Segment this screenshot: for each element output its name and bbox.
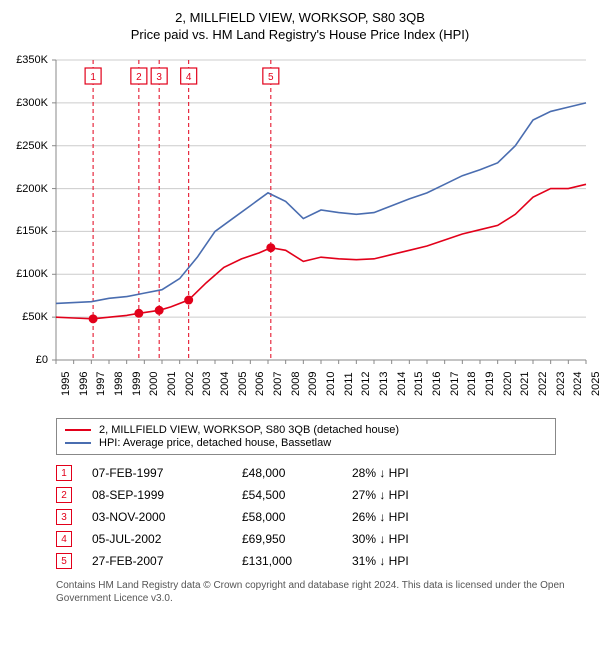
chart-svg: 1 2 3 4 5 <box>8 52 592 412</box>
xtick-label: 2021 <box>519 372 531 396</box>
transaction-table: 1 07-FEB-1997£48,00028% ↓ HPI 2 08-SEP-1999… <box>56 465 556 569</box>
ytick-label: £250K <box>8 140 48 152</box>
footnote: Contains HM Land Registry data © Crown c… <box>56 579 576 605</box>
xtick-label: 1996 <box>78 372 90 396</box>
transaction-delta: 30% ↓ HPI <box>352 532 472 546</box>
legend-label: 2, MILLFIELD VIEW, WORKSOP, S80 3QB (det… <box>99 424 399 436</box>
xtick-label: 2012 <box>360 372 372 396</box>
transaction-price: £48,000 <box>242 466 352 480</box>
legend-item: 2, MILLFIELD VIEW, WORKSOP, S80 3QB (det… <box>65 424 547 436</box>
xtick-label: 2008 <box>290 372 302 396</box>
legend: 2, MILLFIELD VIEW, WORKSOP, S80 3QB (det… <box>56 418 556 455</box>
xtick-label: 2013 <box>378 372 390 396</box>
xtick-label: 2005 <box>237 372 249 396</box>
xtick-label: 2022 <box>537 372 549 396</box>
xtick-label: 2007 <box>272 372 284 396</box>
chart-title-sub: Price paid vs. HM Land Registry's House … <box>8 27 592 42</box>
xtick-label: 2014 <box>396 372 408 396</box>
transaction-delta: 28% ↓ HPI <box>352 466 472 480</box>
xtick-label: 1999 <box>131 372 143 396</box>
xtick-label: 2015 <box>413 372 425 396</box>
ytick-label: £300K <box>8 97 48 109</box>
transaction-date: 07-FEB-1997 <box>92 466 242 480</box>
ytick-label: £0 <box>8 354 48 366</box>
xtick-label: 2009 <box>307 372 319 396</box>
xtick-label: 2019 <box>484 372 496 396</box>
svg-text:4: 4 <box>186 72 192 83</box>
xtick-label: 2004 <box>219 372 231 396</box>
ytick-label: £150K <box>8 225 48 237</box>
transaction-delta: 31% ↓ HPI <box>352 554 472 568</box>
transaction-date: 27-FEB-2007 <box>92 554 242 568</box>
chart-area: 1 2 3 4 5 £0 £50K £100K £150K £200K £250K £300K £35… <box>8 52 592 412</box>
svg-text:5: 5 <box>268 72 274 83</box>
xtick-label: 2017 <box>449 372 461 396</box>
transaction-date: 08-SEP-1999 <box>92 488 242 502</box>
xtick-label: 2020 <box>502 372 514 396</box>
transaction-marker: 5 <box>56 553 72 569</box>
transaction-price: £131,000 <box>242 554 352 568</box>
transaction-price: £58,000 <box>242 510 352 524</box>
ytick-label: £200K <box>8 183 48 195</box>
transaction-row: 1 07-FEB-1997£48,00028% ↓ HPI <box>56 465 556 481</box>
transaction-row: 2 08-SEP-1999£54,50027% ↓ HPI <box>56 487 556 503</box>
ytick-label: £350K <box>8 54 48 66</box>
transaction-delta: 27% ↓ HPI <box>352 488 472 502</box>
transaction-delta: 26% ↓ HPI <box>352 510 472 524</box>
xtick-label: 2006 <box>254 372 266 396</box>
transaction-marker: 2 <box>56 487 72 503</box>
svg-text:3: 3 <box>156 72 162 83</box>
xtick-label: 1997 <box>95 372 107 396</box>
xtick-label: 2011 <box>343 372 355 396</box>
legend-label: HPI: Average price, detached house, Bass… <box>99 437 331 449</box>
xtick-label: 2001 <box>166 372 178 396</box>
xtick-label: 2016 <box>431 372 443 396</box>
transaction-date: 03-NOV-2000 <box>92 510 242 524</box>
svg-text:2: 2 <box>136 72 142 83</box>
xtick-label: 2000 <box>148 372 160 396</box>
xtick-label: 2025 <box>590 372 600 396</box>
chart-title-main: 2, MILLFIELD VIEW, WORKSOP, S80 3QB <box>8 10 592 25</box>
legend-swatch <box>65 442 91 444</box>
legend-item: HPI: Average price, detached house, Bass… <box>65 437 547 449</box>
transaction-price: £69,950 <box>242 532 352 546</box>
transaction-marker: 1 <box>56 465 72 481</box>
transaction-row: 3 03-NOV-2000£58,00026% ↓ HPI <box>56 509 556 525</box>
legend-swatch <box>65 429 91 431</box>
xtick-label: 2018 <box>466 372 478 396</box>
xtick-label: 1995 <box>60 372 72 396</box>
transaction-date: 05-JUL-2002 <box>92 532 242 546</box>
ytick-label: £100K <box>8 268 48 280</box>
transaction-row: 4 05-JUL-2002£69,95030% ↓ HPI <box>56 531 556 547</box>
ytick-label: £50K <box>8 311 48 323</box>
transaction-marker: 3 <box>56 509 72 525</box>
transaction-price: £54,500 <box>242 488 352 502</box>
xtick-label: 2003 <box>201 372 213 396</box>
xtick-label: 2002 <box>184 372 196 396</box>
xtick-label: 2023 <box>555 372 567 396</box>
svg-text:1: 1 <box>90 72 96 83</box>
xtick-label: 2024 <box>572 372 584 396</box>
xtick-label: 2010 <box>325 372 337 396</box>
xtick-label: 1998 <box>113 372 125 396</box>
transaction-row: 5 27-FEB-2007£131,00031% ↓ HPI <box>56 553 556 569</box>
transaction-marker: 4 <box>56 531 72 547</box>
